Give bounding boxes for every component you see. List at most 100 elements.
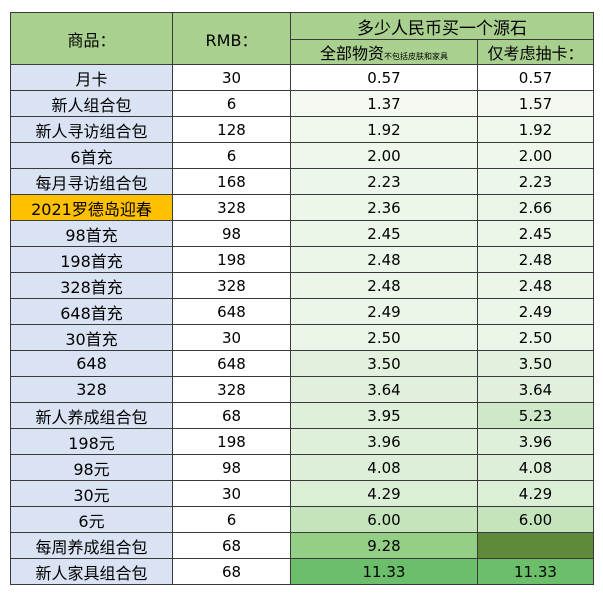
table-body: 月卡 30 0.57 0.57 新人组合包 6 1.37 1.57 新人寻访组合包 128 1.92… xyxy=(10,64,594,585)
all-resources-value-cell: 2.48 xyxy=(290,272,478,299)
rmb-cell: 68 xyxy=(172,532,291,559)
draw-only-value-cell: 2.66 xyxy=(477,194,594,221)
item-name-cell: 328 xyxy=(10,376,173,403)
draw-only-value-cell: 0.57 xyxy=(477,64,594,91)
all-resources-value-cell: 4.29 xyxy=(290,480,478,507)
item-name-cell: 新人家具组合包 xyxy=(10,558,173,585)
draw-only-value-cell: 2.48 xyxy=(477,272,594,299)
rmb-cell: 30 xyxy=(172,324,291,351)
draw-only-value-cell: 6.00 xyxy=(477,506,594,533)
table-row: 新人组合包 6 1.37 1.57 xyxy=(10,90,594,117)
all-resources-value-cell: 3.95 xyxy=(290,402,478,429)
item-name-cell: 每月寻访组合包 xyxy=(10,168,173,195)
all-resources-value-cell: 2.50 xyxy=(290,324,478,351)
draw-only-value-cell: 2.48 xyxy=(477,246,594,273)
rmb-cell: 328 xyxy=(172,376,291,403)
rmb-cell: 6 xyxy=(172,142,291,169)
item-name-cell: 6元 xyxy=(10,506,173,533)
rmb-cell: 68 xyxy=(172,558,291,585)
item-name-cell: 新人寻访组合包 xyxy=(10,116,173,143)
rmb-cell: 98 xyxy=(172,454,291,481)
draw-only-value-cell: 5.23 xyxy=(477,402,594,429)
rmb-cell: 648 xyxy=(172,350,291,377)
table-row: 328首充 328 2.48 2.48 xyxy=(10,272,594,299)
item-name-cell: 每周养成组合包 xyxy=(10,532,173,559)
item-name-cell: 新人养成组合包 xyxy=(10,402,173,429)
table-row: 648首充 648 2.49 2.49 xyxy=(10,298,594,325)
all-resources-value-cell: 3.96 xyxy=(290,428,478,455)
draw-only-value-cell: 2.23 xyxy=(477,168,594,195)
all-resources-value-cell: 3.64 xyxy=(290,376,478,403)
header-group-title: 多少人民币买一个源石 xyxy=(290,12,594,40)
all-resources-value-cell: 2.48 xyxy=(290,246,478,273)
item-name-cell: 328首充 xyxy=(10,272,173,299)
rmb-cell: 98 xyxy=(172,220,291,247)
draw-only-value-cell: 3.96 xyxy=(477,428,594,455)
table-row: 98元 98 4.08 4.08 xyxy=(10,454,594,481)
draw-only-value-cell: 11.33 xyxy=(477,558,594,585)
price-table: 商品： RMB： 多少人民币买一个源石 全部物资不包括皮肤和家具 仅考虑抽卡： … xyxy=(10,12,594,585)
all-resources-value-cell: 6.00 xyxy=(290,506,478,533)
table-row: 月卡 30 0.57 0.57 xyxy=(10,64,594,91)
table-row: 198首充 198 2.48 2.48 xyxy=(10,246,594,273)
draw-only-value-cell: 4.29 xyxy=(477,480,594,507)
rmb-cell: 168 xyxy=(172,168,291,195)
header-all-label: 全部物资 xyxy=(319,44,384,63)
rmb-cell: 648 xyxy=(172,298,291,325)
all-resources-value-cell: 11.33 xyxy=(290,558,478,585)
all-resources-value-cell: 9.28 xyxy=(290,532,478,559)
table-row: 6元 6 6.00 6.00 xyxy=(10,506,594,533)
table-row: 648 648 3.50 3.50 xyxy=(10,350,594,377)
rmb-cell: 30 xyxy=(172,64,291,91)
item-name-cell: 648首充 xyxy=(10,298,173,325)
item-name-cell: 98首充 xyxy=(10,220,173,247)
draw-only-value-cell: 3.64 xyxy=(477,376,594,403)
table-row: 328 328 3.64 3.64 xyxy=(10,376,594,403)
draw-only-value-cell xyxy=(477,532,594,559)
header-item: 商品： xyxy=(10,12,173,65)
all-resources-value-cell: 3.50 xyxy=(290,350,478,377)
all-resources-value-cell: 1.92 xyxy=(290,116,478,143)
rmb-cell: 68 xyxy=(172,402,291,429)
all-resources-value-cell: 2.00 xyxy=(290,142,478,169)
header-all-note: 不包括皮肤和家具 xyxy=(384,52,448,61)
all-resources-value-cell: 0.57 xyxy=(290,64,478,91)
header-draw-only: 仅考虑抽卡： xyxy=(477,39,594,65)
draw-only-value-cell: 1.57 xyxy=(477,90,594,117)
item-name-cell: 6首充 xyxy=(10,142,173,169)
item-name-cell: 新人组合包 xyxy=(10,90,173,117)
item-name-cell: 98元 xyxy=(10,454,173,481)
rmb-cell: 328 xyxy=(172,194,291,221)
header-rmb: RMB： xyxy=(172,12,291,65)
all-resources-value-cell: 2.23 xyxy=(290,168,478,195)
rmb-cell: 328 xyxy=(172,272,291,299)
rmb-cell: 30 xyxy=(172,480,291,507)
table-row: 30首充 30 2.50 2.50 xyxy=(10,324,594,351)
table-row: 198元 198 3.96 3.96 xyxy=(10,428,594,455)
table-row: 6首充 6 2.00 2.00 xyxy=(10,142,594,169)
table-row: 新人寻访组合包 128 1.92 1.92 xyxy=(10,116,594,143)
item-name-cell: 月卡 xyxy=(10,64,173,91)
table-row: 每月寻访组合包 168 2.23 2.23 xyxy=(10,168,594,195)
draw-only-value-cell: 2.49 xyxy=(477,298,594,325)
item-name-cell: 198首充 xyxy=(10,246,173,273)
all-resources-value-cell: 4.08 xyxy=(290,454,478,481)
table-row: 新人养成组合包 68 3.95 5.23 xyxy=(10,402,594,429)
all-resources-value-cell: 1.37 xyxy=(290,90,478,117)
table-row: 新人家具组合包 68 11.33 11.33 xyxy=(10,558,594,585)
table-row: 30元 30 4.29 4.29 xyxy=(10,480,594,507)
all-resources-value-cell: 2.45 xyxy=(290,220,478,247)
table-row: 每周养成组合包 68 9.28 xyxy=(10,532,594,559)
draw-only-value-cell: 2.50 xyxy=(477,324,594,351)
draw-only-value-cell: 2.45 xyxy=(477,220,594,247)
all-resources-value-cell: 2.36 xyxy=(290,194,478,221)
rmb-cell: 6 xyxy=(172,90,291,117)
table-row: 98首充 98 2.45 2.45 xyxy=(10,220,594,247)
item-name-cell: 30首充 xyxy=(10,324,173,351)
rmb-cell: 128 xyxy=(172,116,291,143)
draw-only-value-cell: 1.92 xyxy=(477,116,594,143)
draw-only-value-cell: 2.00 xyxy=(477,142,594,169)
rmb-cell: 6 xyxy=(172,506,291,533)
rmb-cell: 198 xyxy=(172,246,291,273)
item-name-cell: 30元 xyxy=(10,480,173,507)
